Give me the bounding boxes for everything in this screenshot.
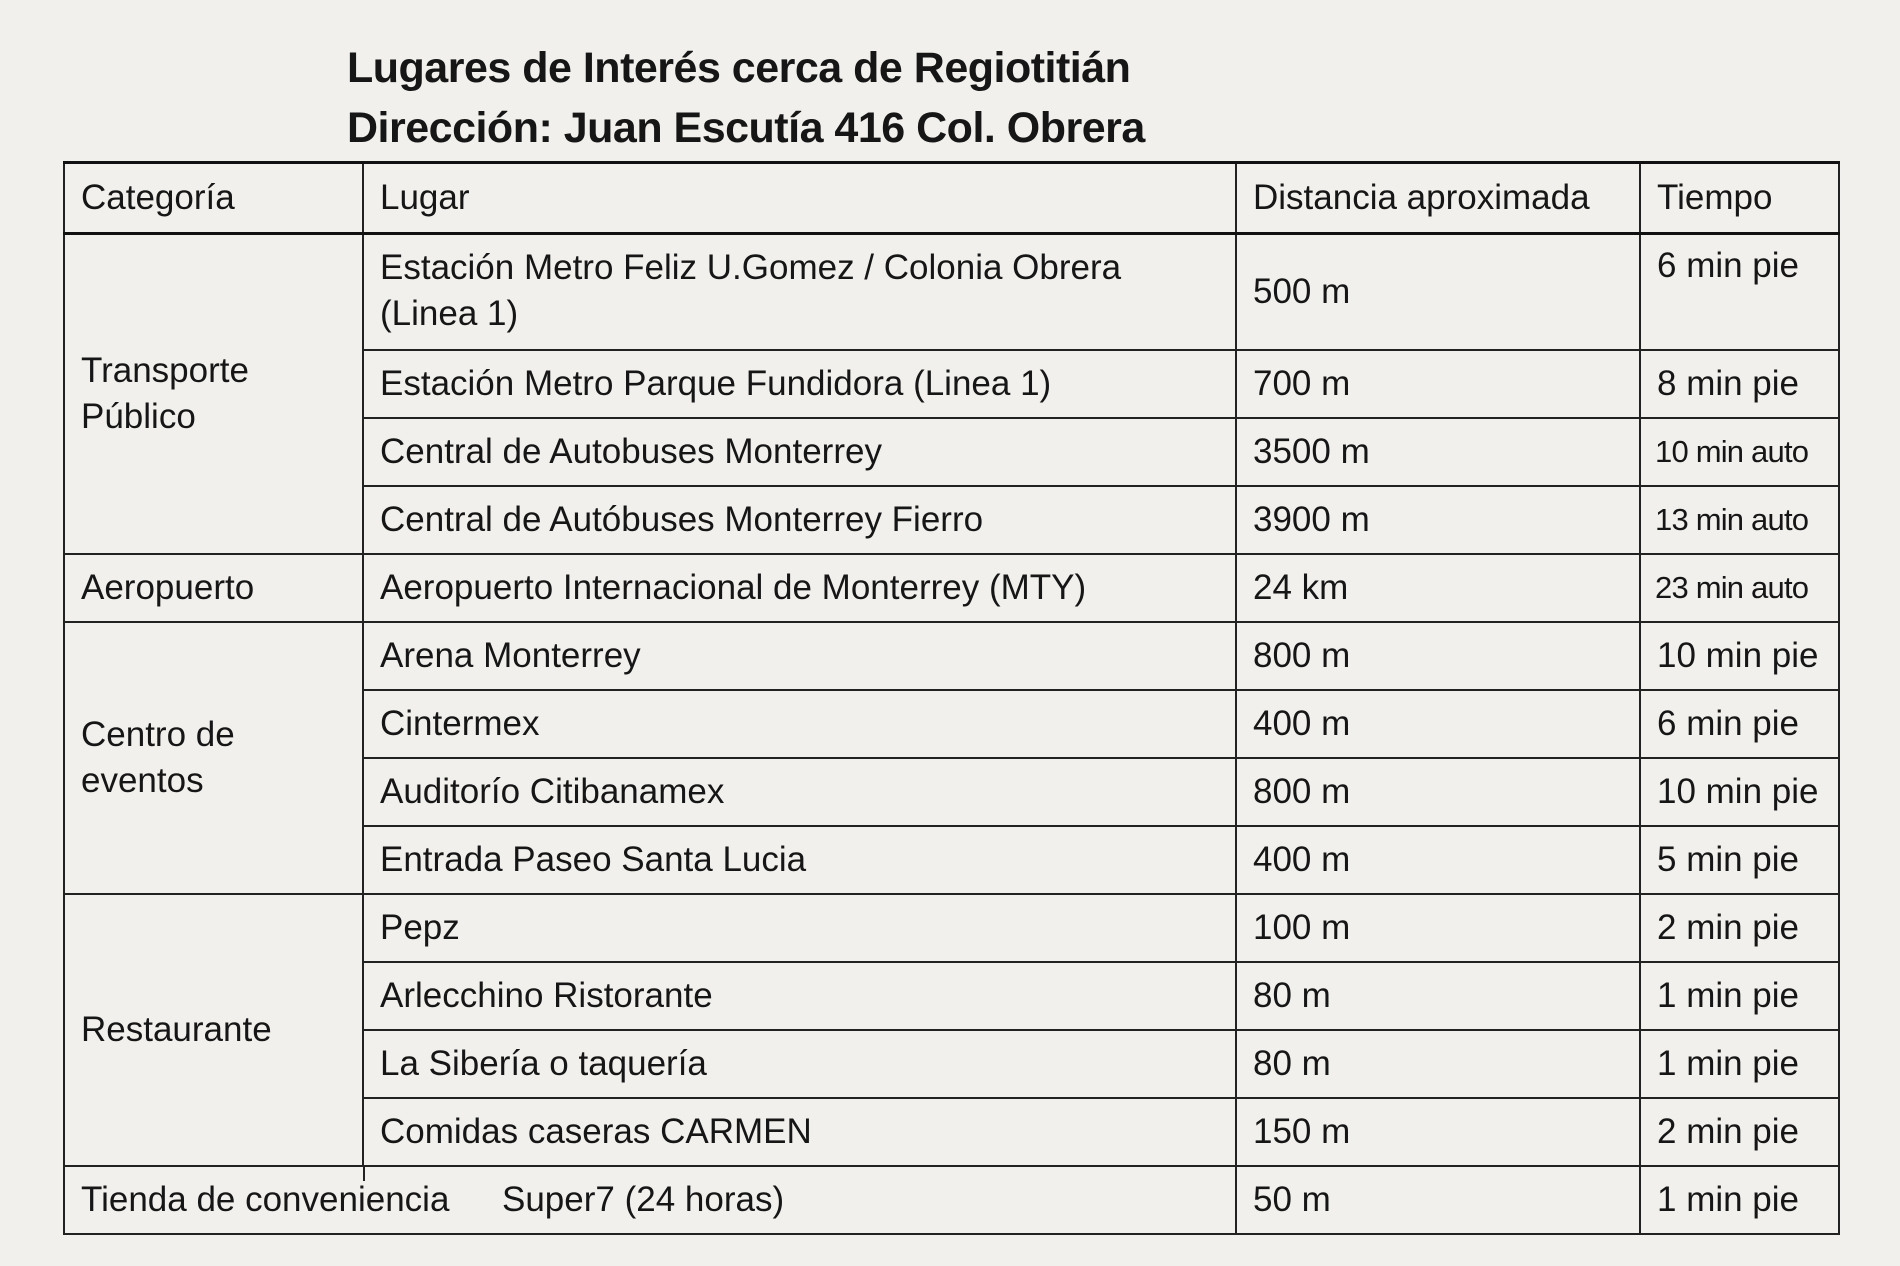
lugar-cell: La Sibería o taquería bbox=[362, 1028, 1237, 1099]
header-row: Categoría Lugar Distancia aproximada Tie… bbox=[63, 161, 1840, 235]
tiempo-cell: 6 min pie bbox=[1639, 688, 1840, 759]
tiempo-cell: 10 min pie bbox=[1639, 756, 1840, 827]
table-row: Central de Autobuses Monterrey 3500 m 10… bbox=[64, 416, 1840, 487]
title-line: Lugares de Interés cerca de Regiotitián bbox=[347, 44, 1131, 92]
places-table: Categoría Lugar Distancia aproximada Tie… bbox=[63, 161, 1840, 1235]
tiempo-cell: 6 min pie bbox=[1639, 232, 1840, 351]
tiempo-cell: 8 min pie bbox=[1639, 348, 1840, 419]
tiempo-cell: 10 min auto bbox=[1639, 416, 1840, 487]
lugar-cell: Aeropuerto Internacional de Monterrey (M… bbox=[362, 552, 1237, 623]
category-lugar-cell: Tienda de conveniencia Super7 (24 horas) bbox=[63, 1164, 1237, 1235]
category-cell: Centro de eventos bbox=[63, 620, 364, 895]
lugar-cell: Auditorío Citibanamex bbox=[362, 756, 1237, 827]
table-row: Central de Autóbuses Monterrey Fierro 39… bbox=[64, 484, 1840, 555]
distancia-cell: 24 km bbox=[1235, 552, 1641, 623]
tiempo-cell: 1 min pie bbox=[1639, 1164, 1840, 1235]
divider-tick bbox=[363, 1166, 365, 1181]
lugar-cell: Estación Metro Feliz U.Gomez / Colonia O… bbox=[362, 232, 1237, 351]
lugar-cell: Arlecchino Ristorante bbox=[362, 960, 1237, 1031]
tiempo-cell: 5 min pie bbox=[1639, 824, 1840, 895]
tiempo-cell: 23 min auto bbox=[1639, 552, 1840, 623]
distancia-cell: 400 m bbox=[1235, 824, 1641, 895]
distancia-cell: 80 m bbox=[1235, 1028, 1641, 1099]
tiempo-cell: 2 min pie bbox=[1639, 892, 1840, 963]
table-row: Arlecchino Ristorante 80 m 1 min pie bbox=[64, 960, 1840, 1031]
lugar-cell: Estación Metro Parque Fundidora (Linea 1… bbox=[362, 348, 1237, 419]
table-row: Tienda de conveniencia Super7 (24 horas)… bbox=[63, 1164, 1840, 1235]
category-cell: Aeropuerto bbox=[63, 552, 364, 623]
category-cell: Transporte Público bbox=[63, 232, 364, 555]
category-cell: Restaurante bbox=[63, 892, 364, 1167]
distancia-cell: 150 m bbox=[1235, 1096, 1641, 1167]
distancia-cell: 500 m bbox=[1235, 232, 1641, 351]
lugar-text: Super7 (24 horas) bbox=[502, 1179, 785, 1219]
distancia-cell: 800 m bbox=[1235, 620, 1641, 691]
lugar-cell: Arena Monterrey bbox=[362, 620, 1237, 691]
distancia-cell: 800 m bbox=[1235, 756, 1641, 827]
tiempo-cell: 10 min pie bbox=[1639, 620, 1840, 691]
tiempo-cell: 1 min pie bbox=[1639, 1028, 1840, 1099]
lugar-cell: Cintermex bbox=[362, 688, 1237, 759]
distancia-cell: 400 m bbox=[1235, 688, 1641, 759]
tiempo-cell: 1 min pie bbox=[1639, 960, 1840, 1031]
tiempo-cell: 13 min auto bbox=[1639, 484, 1840, 555]
category-text: Tienda de conveniencia bbox=[81, 1179, 450, 1219]
table-row: Transporte Público Estación Metro Feliz … bbox=[63, 232, 1840, 555]
distancia-cell: 100 m bbox=[1235, 892, 1641, 963]
table-row: Auditorío Citibanamex 800 m 10 min pie bbox=[64, 756, 1840, 827]
header-distancia: Distancia aproximada bbox=[1235, 161, 1641, 235]
table-row: La Sibería o taquería 80 m 1 min pie bbox=[64, 1028, 1840, 1099]
table-row: Estación Metro Parque Fundidora (Linea 1… bbox=[64, 348, 1840, 419]
lugar-cell: Pepz bbox=[362, 892, 1237, 963]
table-row: Restaurante Pepz 100 m 2 min pie bbox=[63, 892, 1840, 1167]
document-title: Lugares de Interés cerca de Regiotitián … bbox=[347, 38, 1145, 158]
lugar-cell: Central de Autobuses Monterrey bbox=[362, 416, 1237, 487]
table-row: Entrada Paseo Santa Lucia 400 m 5 min pi… bbox=[64, 824, 1840, 895]
distancia-cell: 3500 m bbox=[1235, 416, 1641, 487]
header-tiempo: Tiempo bbox=[1639, 161, 1840, 235]
table-row: Aeropuerto Aeropuerto Internacional de M… bbox=[63, 552, 1840, 623]
distancia-cell: 700 m bbox=[1235, 348, 1641, 419]
lugar-cell: Comidas caseras CARMEN bbox=[362, 1096, 1237, 1167]
header-categoria: Categoría bbox=[63, 161, 364, 235]
tiempo-cell: 2 min pie bbox=[1639, 1096, 1840, 1167]
address-line: Dirección: Juan Escutía 416 Col. Obrera bbox=[347, 104, 1145, 152]
lugar-cell: Entrada Paseo Santa Lucia bbox=[362, 824, 1237, 895]
table-row: Cintermex 400 m 6 min pie bbox=[64, 688, 1840, 759]
distancia-cell: 3900 m bbox=[1235, 484, 1641, 555]
distancia-cell: 80 m bbox=[1235, 960, 1641, 1031]
distancia-cell: 50 m bbox=[1235, 1164, 1641, 1235]
lugar-cell: Central de Autóbuses Monterrey Fierro bbox=[362, 484, 1237, 555]
table-row: Comidas caseras CARMEN 150 m 2 min pie bbox=[64, 1096, 1840, 1167]
table-row: Centro de eventos Arena Monterrey 800 m … bbox=[63, 620, 1840, 895]
header-lugar: Lugar bbox=[362, 161, 1237, 235]
